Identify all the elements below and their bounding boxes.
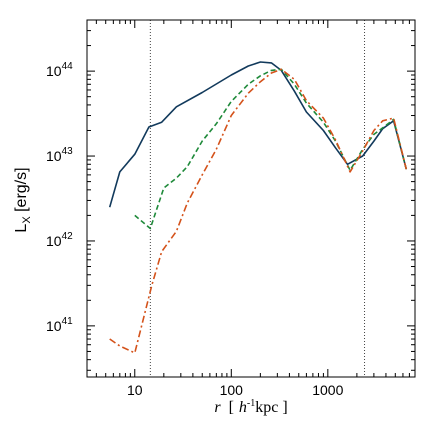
- plot-frame: [86, 19, 416, 378]
- x-axis-label-unit: kpc ]: [255, 399, 287, 416]
- y-axis-label: LX [erg/s]: [13, 167, 33, 232]
- x-tick-label: 10: [127, 382, 143, 398]
- x-axis-label-r: r: [214, 399, 221, 416]
- series-line-1: [108, 61, 408, 208]
- y-axis-label-main: L: [13, 224, 30, 233]
- x-axis-label-open: [: [229, 399, 234, 416]
- series-line-3: [109, 68, 408, 354]
- x-axis-label-h: h: [239, 399, 247, 416]
- y-tick-label: 1042: [46, 231, 73, 249]
- y-tick-label: 1041: [46, 316, 73, 334]
- data-series: [108, 61, 408, 354]
- y-tick-label: 1043: [46, 146, 73, 164]
- x-tick-label: 100: [220, 382, 244, 398]
- x-axis-label-sup: -1: [247, 398, 255, 409]
- vertical-reference-lines: [149, 20, 366, 377]
- y-tick-label: 1044: [46, 61, 73, 79]
- y-axis-label-sub: X: [21, 216, 33, 224]
- x-axis-label: r [ h-1kpc ]: [214, 398, 287, 416]
- axis-ticks: [87, 19, 416, 377]
- series-line-2: [134, 68, 408, 230]
- x-tick-label: 1000: [312, 382, 343, 398]
- tick-labels: 10 100 1000 1041 1042 1043 1044: [46, 61, 344, 398]
- y-axis-label-unit: [erg/s]: [13, 167, 30, 216]
